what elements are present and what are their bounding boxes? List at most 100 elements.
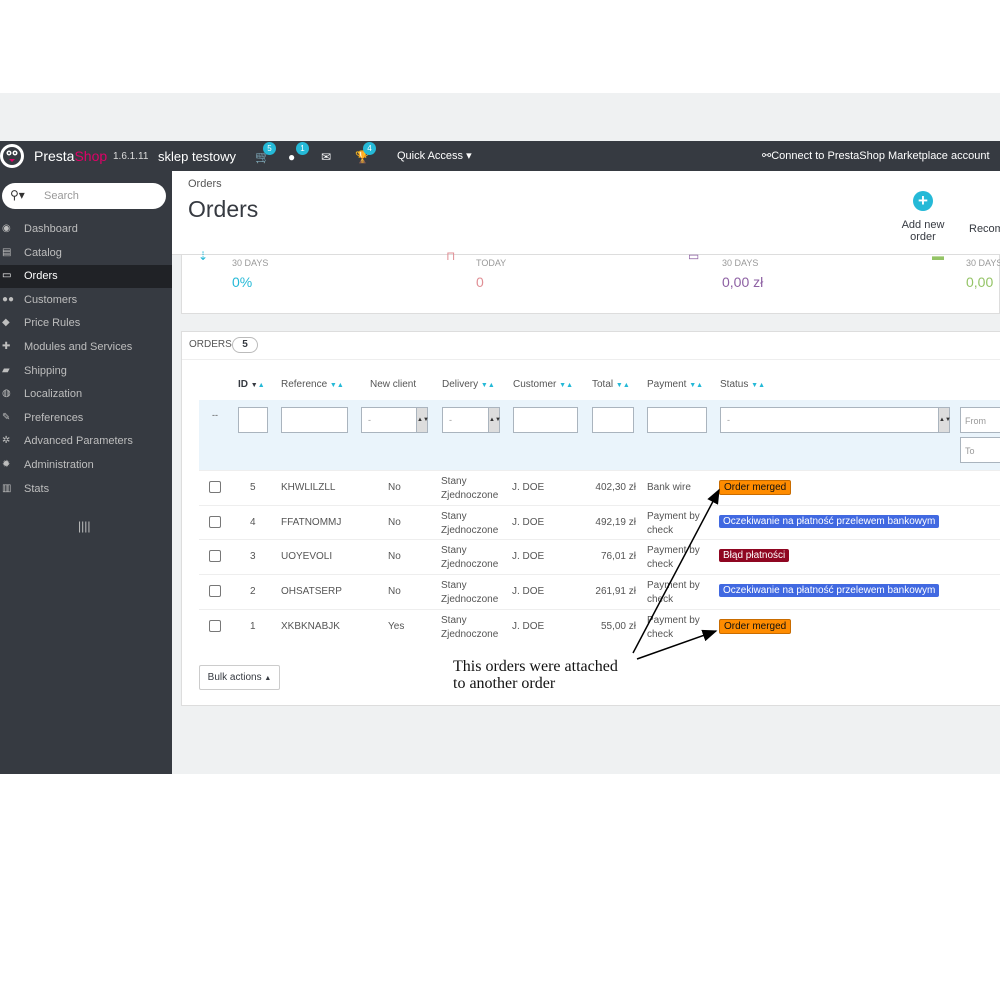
select-arrow-icon: ▲▼ [488,408,501,432]
column-header-status[interactable]: Status ▼▲ [720,379,765,390]
sort-arrows-icon[interactable]: ▼▲ [559,382,573,389]
cell-payment: Payment by check [647,614,700,640]
customer-notification[interactable]: ● 1 [288,142,309,164]
filter-total-input[interactable] [592,407,634,433]
customer-badge: 1 [296,142,309,155]
cell-total: 492,19 zł [595,516,636,528]
column-header-customer[interactable]: Customer ▼▲ [513,379,573,390]
caret-down-icon: ▾ [466,150,472,162]
sidebar-item-modules-and-services[interactable]: ✚ Modules and Services [0,336,172,359]
sidebar-item-advanced-parameters[interactable]: ✲ Advanced Parameters [0,430,172,453]
row-checkbox[interactable] [209,550,221,563]
cell-payment: Payment by check [647,510,700,536]
sidebar-item-catalog[interactable]: ▤ Catalog [0,242,172,265]
sort-arrows-icon[interactable]: ▼▲ [329,382,344,389]
kpi-row: ⇣ 30 DAYS 0% ⊓ TODAY 0 ▭ 30 DAYS 0,00 zł… [181,249,1000,314]
add-new-order-button[interactable]: + Add new order [888,191,958,243]
connect-marketplace-link[interactable]: ⚯Connect to PrestaShop Marketplace accou… [762,150,990,162]
bar-chart-icon: ▥ [2,482,12,494]
trophy-notification[interactable]: 🏆 4 [355,142,376,164]
sort-arrows-icon[interactable]: ▼ [250,382,258,389]
messages-notification[interactable]: ✉ [321,150,331,164]
cart-badge: 5 [263,142,276,155]
table-row[interactable]: 3 UOYEVOLI No Stany Zjednoczone J. DOE 76,01 z… [199,539,1000,574]
sidebar: ⚲▾ Search ◉ Dashboard ▤ Catalog ▭ Orders ●● Cus… [0,171,172,774]
collapse-menu-icon[interactable]: |||| [78,519,91,533]
sidebar-item-orders[interactable]: ▭ Orders [0,265,172,289]
filter-date-to-input[interactable]: To [960,437,1000,463]
sidebar-item-preferences[interactable]: ✎ Preferences [0,407,172,430]
users-icon: ●● [2,293,15,305]
orders-count-badge: 5 [232,337,258,353]
filter-status-select[interactable]: - ▲▼ [720,407,951,433]
filter-row: -- - ▲▼ - ▲▼ - ▲▼ From To [199,400,1000,470]
quick-access-dropdown[interactable]: Quick Access ▾ [397,150,472,162]
search-icon[interactable]: ⚲▾ [10,188,25,202]
table-row[interactable]: 1 XKBKNABJK Yes Stany Zjednoczone J. DOE 55,00… [199,608,1000,644]
filter-delivery-select[interactable]: - ▲▼ [442,407,501,433]
credit-card-icon: ▭ [2,270,12,282]
cell-new-client: No [388,586,401,598]
table-row[interactable]: 2 OHSATSERP No Stany Zjednoczone J. DOE 261,91… [199,574,1000,609]
sort-arrows-icon[interactable]: ▼▲ [615,382,630,389]
prestashop-logo-icon[interactable] [0,142,26,170]
column-header-id[interactable]: ID ▼▲ [238,379,265,390]
sidebar-item-label: Catalog [24,246,62,259]
filter-customer-input[interactable] [513,407,578,433]
top-header: PrestaShop 1.6.1.11 sklep testowy 🛒 5 ● … [0,141,1000,171]
filter-date-from-input[interactable]: From [960,407,1000,433]
column-header-reference[interactable]: Reference ▼▲ [281,379,344,390]
cart-notification[interactable]: 🛒 5 [255,142,276,164]
caret-up-icon: ▲ [264,675,272,682]
shop-name-link[interactable]: sklep testowy [158,149,237,164]
cell-new-client: No [388,482,401,493]
sidebar-item-stats[interactable]: ▥ Stats [0,478,172,501]
order-icon: ▭ [688,249,700,263]
cell-reference: XKBKNABJK [281,620,340,632]
table-row[interactable]: 5 KHWLILZLL No Stany Zjednoczone J. DOE 402,30… [199,470,1000,505]
column-header-new-client: New client [370,379,417,390]
cell-reference: FFATNOMMJ [281,516,342,528]
filter-new-client-select[interactable]: - ▲▼ [361,407,429,433]
table-row[interactable]: 4 FFATNOMMJ No Stany Zjednoczone J. DOE 492,19… [199,504,1000,540]
tags-icon: ◆ [2,317,10,329]
sidebar-item-label: Dashboard [24,223,78,235]
sidebar-item-label: Localization [24,388,83,401]
row-checkbox[interactable] [209,619,221,632]
column-header-payment[interactable]: Payment ▼▲ [647,379,704,390]
conversion-icon: ⇣ [198,249,209,263]
row-checkbox[interactable] [209,585,221,598]
sidebar-item-label: Administration [24,459,94,471]
filter-reference-input[interactable] [281,407,348,433]
search-input[interactable]: Search [44,190,79,202]
cell-delivery: Stany Zjednoczone [441,580,499,606]
recommended-modules-button[interactable]: Recom [969,223,1000,235]
annotation-text: This orders were attached to another ord… [453,658,618,692]
column-header-total[interactable]: Total ▼▲ [592,379,630,390]
filter-payment-input[interactable] [647,407,707,433]
sidebar-item-dashboard[interactable]: ◉ Dashboard [0,218,172,241]
breadcrumb[interactable]: Orders [188,178,222,190]
column-header-delivery[interactable]: Delivery ▼▲ [442,379,495,390]
sidebar-item-shipping[interactable]: ▰ Shipping [0,360,172,383]
link-icon: ⚯ [762,150,772,162]
gear-icon: ✹ [2,459,11,470]
sort-arrows-icon[interactable]: ▼▲ [689,382,704,389]
row-checkbox[interactable] [209,481,221,493]
cell-payment: Bank wire [647,482,691,493]
sidebar-item-customers[interactable]: ●● Customers [0,289,172,312]
sidebar-item-price-rules[interactable]: ◆ Price Rules [0,312,172,335]
filter-id-input[interactable] [238,407,268,433]
page-header: Orders Orders + Add new order Recom [172,171,1000,255]
search-box[interactable]: ⚲▾ Search [2,183,166,209]
cell-customer: J. DOE [512,620,545,632]
sidebar-item-localization[interactable]: ◍ Localization [0,383,172,406]
sidebar-item-label: Preferences [24,411,84,424]
bulk-actions-button[interactable]: Bulk actions ▲ [199,665,280,690]
sidebar-item-administration[interactable]: ✹ Administration [0,454,172,477]
row-checkbox[interactable] [209,515,221,528]
sort-arrows-icon[interactable]: ▼▲ [751,382,765,389]
sort-arrows-icon[interactable]: ▲ [257,382,265,389]
sort-arrows-icon[interactable]: ▼▲ [480,382,495,389]
filter-dash: -- [212,410,218,420]
